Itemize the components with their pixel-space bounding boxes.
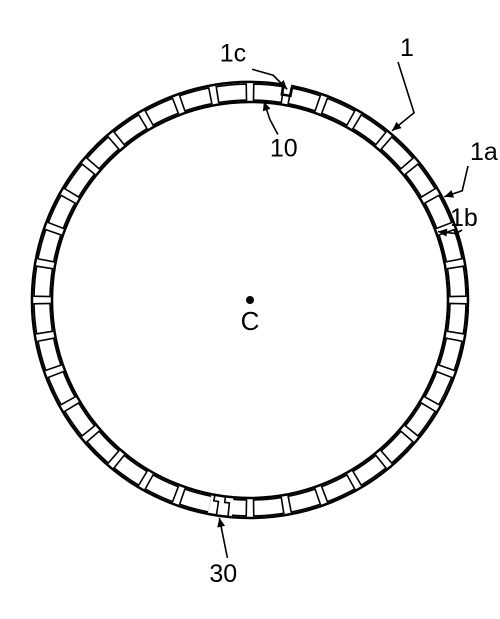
ring-segment xyxy=(34,303,52,333)
ring-segment xyxy=(114,115,147,145)
label-1a: 1a xyxy=(470,138,498,166)
ring-segment xyxy=(253,84,283,102)
ring-segment xyxy=(87,137,119,169)
label-1: 1 xyxy=(400,34,414,62)
ring-segment xyxy=(353,115,386,145)
ring-segment xyxy=(65,164,95,197)
ring-segment xyxy=(48,372,75,405)
label-1b: 1b xyxy=(450,204,478,232)
label-30: 30 xyxy=(209,560,237,588)
ring-segment xyxy=(353,455,386,485)
ring-segment xyxy=(322,98,355,125)
ring-segment xyxy=(65,403,95,436)
ref-1a-leader xyxy=(444,166,468,197)
ref-30-arrow xyxy=(217,518,225,528)
ring-segment xyxy=(145,475,178,502)
ring-segment xyxy=(448,303,466,333)
ring-segment xyxy=(381,137,413,169)
ring-segment xyxy=(405,164,435,197)
center-dot xyxy=(246,296,254,304)
ring-segment xyxy=(216,84,246,102)
ref-1a-arrow xyxy=(444,190,454,198)
ring-segment xyxy=(34,266,52,296)
ring-segment xyxy=(253,498,283,516)
ring-segment xyxy=(145,98,178,125)
label-1c: 1c xyxy=(220,39,246,67)
ring-segment xyxy=(425,195,452,228)
ring-segment xyxy=(114,455,147,485)
label-center: C xyxy=(241,306,260,336)
label-10: 10 xyxy=(270,134,298,162)
ring-segment xyxy=(322,475,355,502)
ref-1-leader xyxy=(392,62,414,131)
ring-segment xyxy=(87,431,119,463)
ring-segment xyxy=(448,266,466,296)
ring-segment xyxy=(48,195,75,228)
ring-segment xyxy=(405,403,435,436)
ring-segment xyxy=(425,372,452,405)
ring-segment xyxy=(381,431,413,463)
